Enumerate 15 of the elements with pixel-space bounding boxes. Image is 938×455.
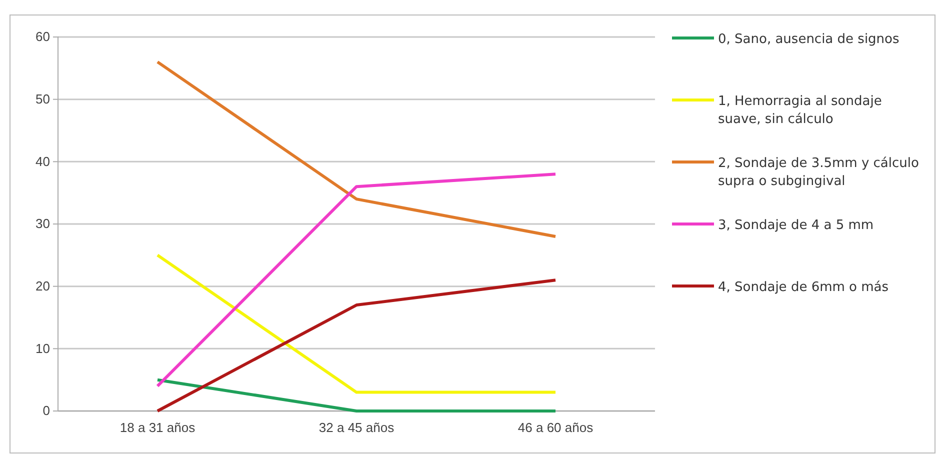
y-tick-label: 50 — [36, 91, 50, 106]
y-tick-label: 20 — [36, 278, 50, 294]
x-tick-label: 32 a 45 años — [318, 420, 395, 436]
x-tick-label: 46 a 60 años — [518, 420, 594, 436]
x-tick-label: 18 a 31 años — [120, 420, 196, 436]
legend-label: 2, Sondaje de 3.5mm y cálculo supra o subgingival — [718, 156, 920, 189]
legend-label: 3, Sondaje de 4 a 5 mm — [718, 218, 874, 233]
y-tick-label: 60 — [36, 29, 50, 44]
legend-label: 4, Sondaje de 6mm o más — [718, 280, 889, 295]
y-tick-label: 40 — [36, 154, 50, 169]
y-tick-label: 30 — [36, 216, 50, 232]
y-tick-label: 0 — [42, 403, 50, 418]
legend-label: 1, Hemorragia al sondaje suave, sin cálculo — [718, 94, 882, 127]
legend-label: 0, Sano, ausencia de signos — [718, 32, 900, 47]
y-tick-label: 10 — [36, 340, 50, 356]
